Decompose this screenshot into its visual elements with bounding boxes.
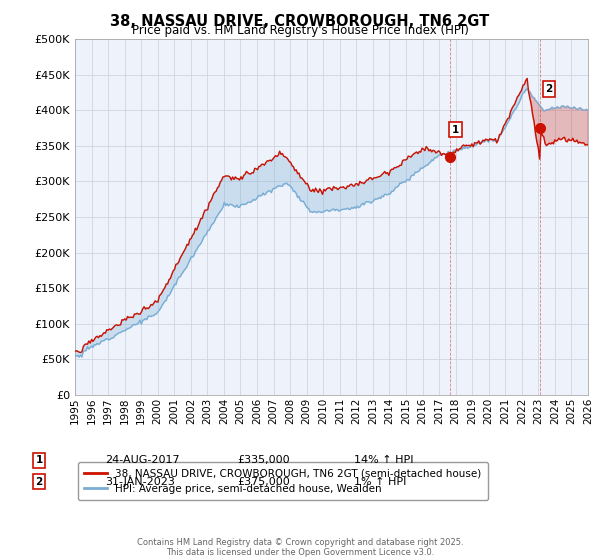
Text: 2: 2 <box>35 477 43 487</box>
Text: Price paid vs. HM Land Registry's House Price Index (HPI): Price paid vs. HM Land Registry's House … <box>131 24 469 37</box>
Text: 1: 1 <box>35 455 43 465</box>
Text: 31-JAN-2023: 31-JAN-2023 <box>105 477 175 487</box>
Text: 1: 1 <box>452 124 459 134</box>
Legend: 38, NASSAU DRIVE, CROWBOROUGH, TN6 2GT (semi-detached house), HPI: Average price: 38, NASSAU DRIVE, CROWBOROUGH, TN6 2GT (… <box>77 462 488 500</box>
Text: 2: 2 <box>545 84 553 94</box>
Text: Contains HM Land Registry data © Crown copyright and database right 2025.
This d: Contains HM Land Registry data © Crown c… <box>137 538 463 557</box>
Text: 38, NASSAU DRIVE, CROWBOROUGH, TN6 2GT: 38, NASSAU DRIVE, CROWBOROUGH, TN6 2GT <box>110 14 490 29</box>
Text: 14% ↑ HPI: 14% ↑ HPI <box>354 455 413 465</box>
Text: 24-AUG-2017: 24-AUG-2017 <box>105 455 179 465</box>
Text: £375,000: £375,000 <box>237 477 290 487</box>
Text: £335,000: £335,000 <box>237 455 290 465</box>
Text: 1% ↑ HPI: 1% ↑ HPI <box>354 477 406 487</box>
